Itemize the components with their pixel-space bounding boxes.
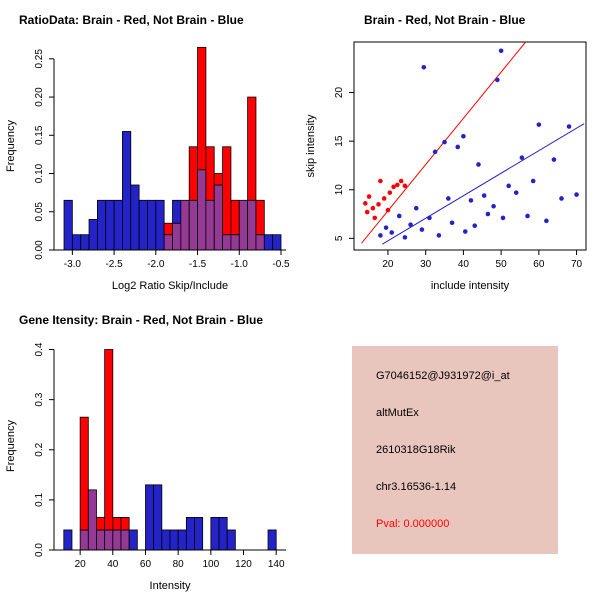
svg-text:skip intensity: skip intensity: [305, 114, 317, 177]
intensity-scatter-chart: 20 30 40 50 60 70 5 10 15 20 include intensity skip…: [305, 41, 587, 292]
svg-text:140: 140: [268, 559, 285, 570]
probe-id-text: G7046152@J931972@i_at: [376, 370, 510, 382]
svg-text:-0.5: -0.5: [272, 259, 290, 270]
svg-text:100: 100: [203, 559, 220, 570]
gene-symbol-text: 2610318G18Rik: [376, 444, 456, 456]
svg-text:20: 20: [382, 259, 394, 270]
svg-text:50: 50: [496, 259, 508, 270]
svg-text:0.00: 0.00: [34, 240, 45, 260]
svg-text:-3.0: -3.0: [64, 259, 82, 270]
svg-text:-1.0: -1.0: [231, 259, 249, 270]
svg-text:15: 15: [334, 135, 345, 147]
svg-text:70: 70: [571, 259, 583, 270]
svg-text:0.1: 0.1: [34, 492, 45, 506]
svg-text:5: 5: [334, 235, 345, 241]
svg-text:Log2 Ratio Skip/Include: Log2 Ratio Skip/Include: [112, 280, 228, 292]
panel-gene-info: G7046152@J931972@i_at altMutEx 2610318G1…: [300, 300, 600, 600]
svg-text:80: 80: [173, 559, 185, 570]
svg-text:include intensity: include intensity: [431, 280, 510, 292]
svg-text:20: 20: [75, 559, 87, 570]
svg-text:40: 40: [458, 259, 470, 270]
svg-text:0.3: 0.3: [34, 392, 45, 406]
ratio-histogram-chart: -3.0 -2.5 -2.0 -1.5 -1.0 -0.5 0.00 0.05 0.10 0.15…: [5, 46, 290, 292]
svg-text:0.10: 0.10: [34, 163, 45, 183]
svg-text:Intensity: Intensity: [150, 580, 191, 592]
svg-text:0.05: 0.05: [34, 202, 45, 222]
gene-intensity-histogram-chart: 20 40 60 80 100 120 140 0.0 0.1 0.2 0.3 0.4 Intensit…: [5, 342, 286, 592]
svg-text:-2.0: -2.0: [147, 259, 165, 270]
gene-info-box: G7046152@J931972@i_at altMutEx 2610318G1…: [352, 346, 558, 554]
panel-gene-intensity-histogram: 20 40 60 80 100 120 140 0.0 0.1 0.2 0.3 0.4 Intensit…: [0, 300, 300, 600]
event-type-text: altMutEx: [376, 407, 419, 419]
svg-text:0.15: 0.15: [34, 125, 45, 145]
svg-text:Frequency: Frequency: [5, 120, 17, 172]
svg-text:60: 60: [140, 559, 152, 570]
svg-text:-2.5: -2.5: [105, 259, 123, 270]
gene-intensity-histogram-title: Gene Itensity: Brain - Red, Not Brain - …: [19, 313, 264, 327]
svg-text:20: 20: [334, 87, 345, 99]
location-text: chr3.16536-1.14: [376, 481, 457, 493]
panel-intensity-scatter: 20 30 40 50 60 70 5 10 15 20 include intensity skip…: [300, 0, 600, 300]
svg-text:Frequency: Frequency: [5, 420, 17, 472]
svg-text:0.0: 0.0: [34, 543, 45, 557]
intensity-scatter-title: Brain - Red, Not Brain - Blue: [364, 13, 526, 27]
svg-text:0.4: 0.4: [34, 342, 45, 356]
svg-text:0.25: 0.25: [34, 49, 45, 69]
svg-text:0.2: 0.2: [34, 442, 45, 456]
panel-ratio-histogram: -3.0 -2.5 -2.0 -1.5 -1.0 -0.5 0.00 0.05 0.10 0.15…: [0, 0, 300, 300]
svg-text:120: 120: [235, 559, 252, 570]
pval-text: Pval: 0.000000: [376, 518, 450, 530]
svg-text:10: 10: [334, 184, 345, 196]
svg-text:-1.5: -1.5: [189, 259, 207, 270]
svg-text:0.20: 0.20: [34, 87, 45, 107]
svg-text:40: 40: [107, 559, 119, 570]
svg-text:60: 60: [533, 259, 545, 270]
svg-text:30: 30: [420, 259, 432, 270]
ratio-histogram-title: RatioData: Brain - Red, Not Brain - Blue: [19, 13, 244, 27]
